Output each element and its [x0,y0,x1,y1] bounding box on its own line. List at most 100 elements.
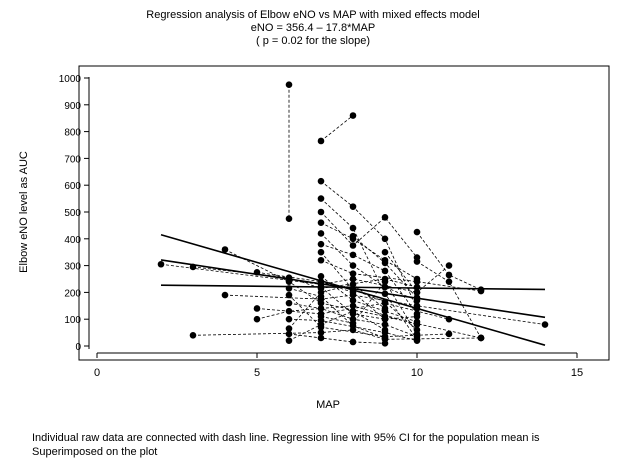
data-point [445,278,453,285]
data-point [381,321,389,328]
y-tick-label: 300 [64,262,81,273]
y-tick-label: 600 [64,181,81,192]
subject-dashed-line [288,283,386,329]
y-tick-label: 900 [64,101,81,112]
data-point [349,297,357,304]
data-point [285,315,293,323]
data-point [317,273,325,280]
data-point [349,251,357,259]
data-point [349,242,357,249]
data-point [413,305,421,312]
data-point [285,307,293,315]
data-point [317,256,325,264]
data-point [285,215,293,222]
data-point [413,258,421,265]
y-tick-label: 800 [64,128,81,139]
plot-frame [78,65,610,361]
axis-ticks: 0 100 200 300 400 500 600 700 800 900 1000 0 5 10 15 [59,74,583,379]
subject-dashed-line [320,280,418,335]
subject-dashed-line [320,276,418,323]
subject-dashed-line [288,318,418,342]
data-point [381,283,389,291]
data-point [381,290,389,298]
data-point [221,291,229,299]
subject-dashed-line [224,294,546,325]
y-tick-label: 100 [64,315,81,326]
data-point [253,305,261,312]
data-point [381,214,389,221]
data-point [413,337,421,344]
subject-dashed-line [288,287,386,339]
data-point [221,246,229,253]
subject-dashed-line [320,115,354,142]
data-point [317,321,325,328]
data-point [381,307,389,315]
data-point [285,278,293,285]
data-point [285,81,293,88]
data-point [285,285,293,292]
x-tick-label: 15 [571,367,583,379]
data-point [317,329,325,336]
x-axis-label: MAP [316,399,340,411]
data-point [189,331,197,339]
data-point [349,270,357,277]
data-point [381,278,389,285]
data-point [317,195,325,202]
subject-dashed-line [288,310,386,341]
chart-title-line-1: Regression analysis of Elbow eNO vs MAP … [146,9,480,21]
scatter-plot: 0 100 200 300 400 500 600 700 800 900 1000 0 5 10 15 M… [18,65,610,411]
data-point [477,286,485,294]
data-point [317,248,325,256]
subject-dashed-line [288,333,386,344]
data-point [349,310,357,318]
data-point [349,203,357,210]
data-point [189,263,197,271]
caption-line-1: Individual raw data are connected with d… [32,432,540,444]
data-point [381,340,389,347]
data-point [413,330,421,338]
subject-dashed-line [320,198,418,340]
subject-dashed-line [256,305,418,325]
data-point [381,248,389,256]
data-point [413,283,421,291]
data-point [317,278,325,285]
data-point [381,235,389,243]
data-point [349,275,357,283]
data-point [317,293,325,300]
data-point [541,321,549,328]
subject-dashed-line [320,180,418,309]
data-point [157,260,165,268]
data-point [381,326,389,334]
x-tick-label: 10 [411,367,423,379]
subject-dashed-line [416,231,482,291]
data-point [381,315,389,323]
data-point [349,338,357,346]
data-point [381,267,389,275]
data-point [317,240,325,248]
subject-dashed-line [320,243,418,315]
data-point [413,313,421,320]
chart-title-line-2: eNO = 356.4 – 17.8*MAP [250,22,376,34]
subject-dashed-line [320,251,418,331]
data-point [413,278,421,285]
data-point [349,281,357,288]
data-point [317,219,325,227]
data-point [445,262,453,269]
y-axis-label: Elbow eNO level as AUC [18,151,30,273]
data-point [349,262,357,269]
subject-dashed-line [320,286,418,320]
data-point [253,315,261,323]
data-point [349,319,357,327]
y-tick-label: 700 [64,154,81,165]
y-tick-label: 1000 [59,74,82,85]
data-point [413,294,421,302]
data-point [381,259,389,267]
y-tick-label: 400 [64,235,81,246]
data-point [445,330,453,338]
data-point [285,330,293,338]
subject-dashed-line [320,211,418,258]
data-point [349,112,357,119]
data-point [349,224,357,232]
data-point [317,334,325,342]
